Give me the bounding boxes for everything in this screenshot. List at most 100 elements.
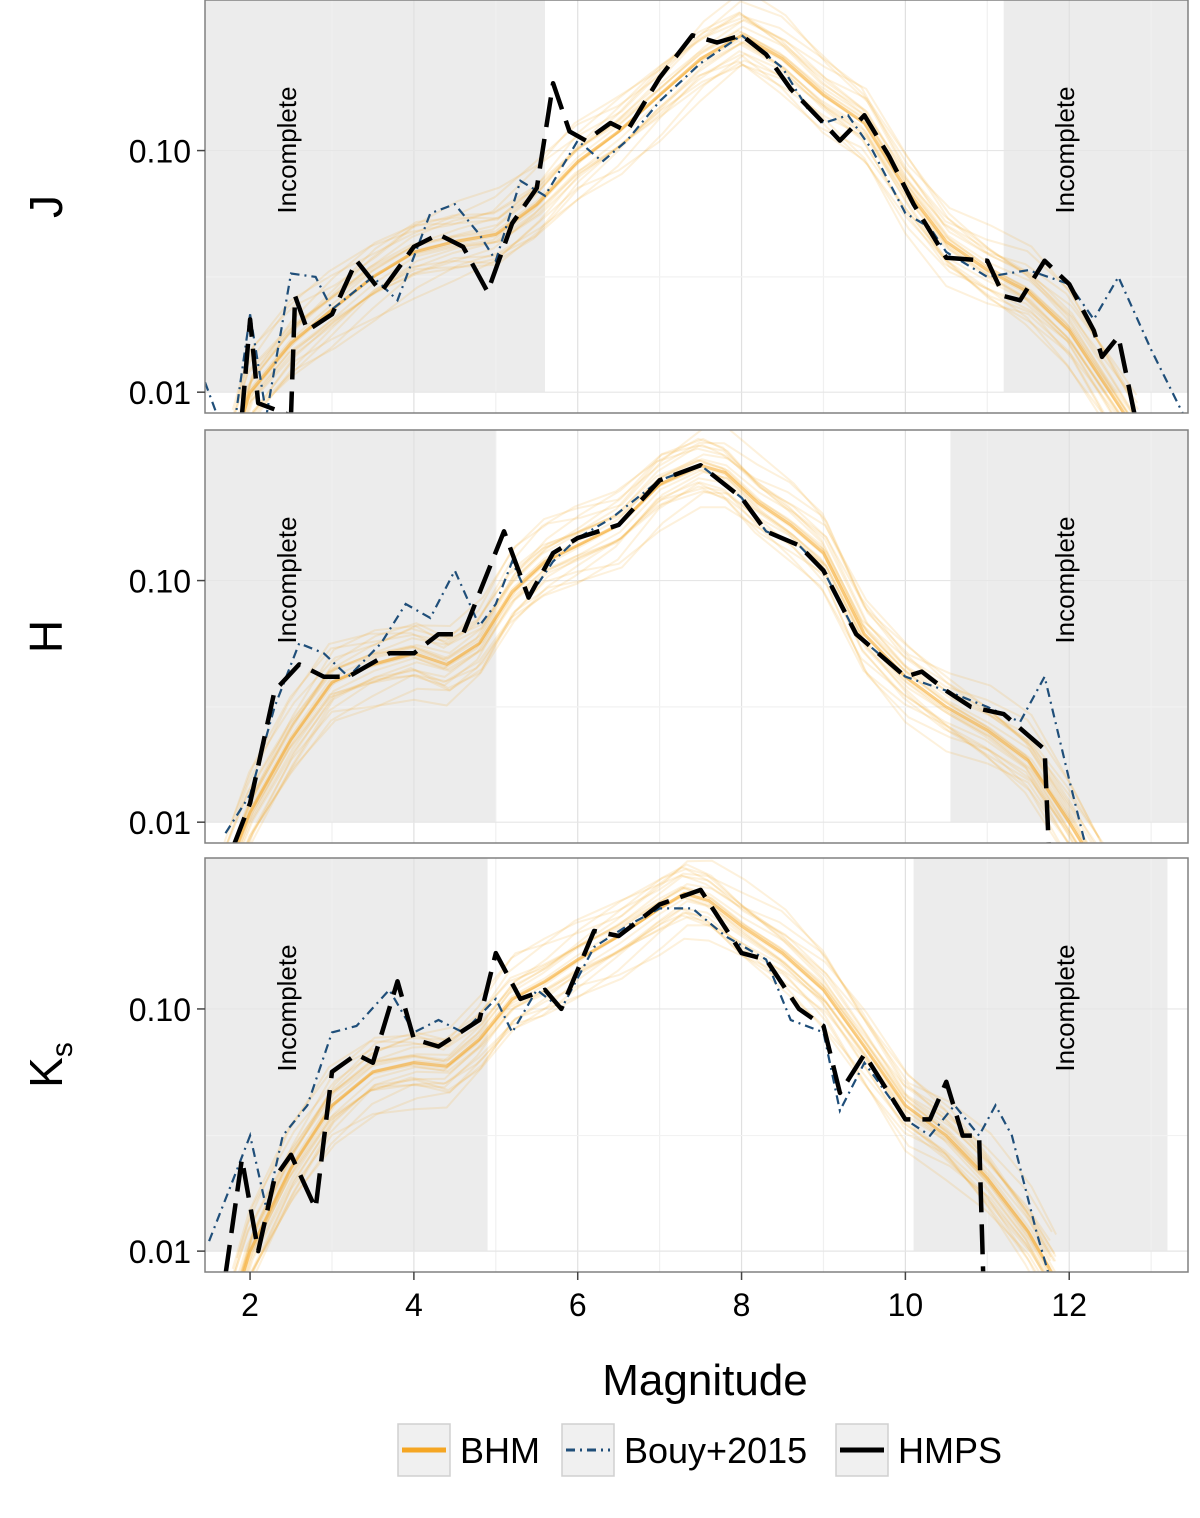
bhm-sample-line — [240, 863, 1057, 1272]
bhm-sample-line — [233, 453, 1095, 843]
bhm-sample-line — [251, 924, 1044, 1272]
gridlines — [205, 0, 1188, 413]
bhm-sample-line — [251, 53, 1100, 413]
bhm-sample-line — [231, 872, 1053, 1270]
incomplete-region — [205, 0, 545, 393]
bhm-sample-line — [250, 937, 1041, 1272]
panel-border — [204, 429, 1189, 844]
panel-ks: Incomplete Incomplete 0.01 0.10 Ks — [20, 857, 1189, 1273]
legend-item-bouy-2015: Bouy+2015 — [561, 1423, 807, 1477]
bhm-sample-line — [250, 487, 1070, 843]
hmps-line — [239, 33, 1137, 413]
x-axis-label: Magnitude — [602, 1356, 807, 1405]
incomplete-region — [205, 858, 488, 1252]
bhm-sample-line — [239, 868, 1056, 1272]
bhm-sample-line — [240, 485, 1075, 843]
bhm-sample-line — [248, 489, 1078, 843]
bhm-sample-line — [252, 916, 1045, 1272]
x-tick-label: 6 — [569, 1287, 587, 1323]
legend-label: HMPS — [898, 1430, 1002, 1471]
incomplete-label: Incomplete — [272, 516, 302, 643]
incomplete-label: Incomplete — [272, 944, 302, 1071]
y-tick-label: 0.01 — [129, 805, 191, 841]
bhm-sample-line — [242, 470, 1079, 843]
x-axis: 2 4 6 8 10 12 — [241, 1272, 1087, 1323]
incomplete-region — [1003, 0, 1188, 393]
legend: BHM Bouy+2015 HMPS — [397, 1423, 1002, 1477]
incomplete-label: Incomplete — [1050, 516, 1080, 643]
bhm-sample-line — [257, 63, 1117, 413]
incomplete-region — [205, 430, 496, 823]
series-lines — [208, 859, 1057, 1272]
bouy-line — [208, 907, 1050, 1272]
panel-j: Incomplete Incomplete 0.01 0.10 J — [20, 0, 1189, 414]
hmps-line — [232, 463, 1051, 843]
legend-label: BHM — [460, 1430, 540, 1471]
x-tick-label: 12 — [1051, 1287, 1087, 1323]
bhm-sample-line — [240, 886, 1055, 1272]
bhm-sample-line — [247, 491, 1070, 843]
band-label: Ks — [20, 1042, 79, 1088]
gridlines — [205, 858, 1188, 1272]
x-tick-label: 10 — [888, 1287, 924, 1323]
bhm-sample-line — [245, 481, 1061, 843]
incomplete-label: Incomplete — [1050, 86, 1080, 213]
bhm-sample-line — [243, 42, 1113, 413]
bhm-sample-line — [243, 907, 1046, 1272]
bhm-sample-line — [251, 52, 1104, 413]
hmps-line — [223, 887, 986, 1272]
incomplete-label: Incomplete — [272, 86, 302, 213]
bhm-line — [242, 891, 1054, 1272]
bhm-sample-line — [238, 477, 1074, 843]
bhm-sample-line — [223, 441, 1102, 843]
bhm-sample-line — [234, 875, 1052, 1272]
series-lines — [205, 0, 1184, 413]
bhm-sample-line — [250, 63, 1106, 413]
bhm-sample-line — [252, 59, 1120, 413]
x-tick-label: 4 — [405, 1287, 423, 1323]
bouy-line — [205, 33, 1184, 413]
bhm-sample-line — [241, 886, 1054, 1272]
bhm-sample-line — [241, 468, 1079, 843]
bhm-sample-line — [235, 859, 1057, 1259]
bhm-sample-line — [250, 911, 1036, 1272]
bhm-sample-line — [244, 50, 1114, 413]
y-tick-label: 0.01 — [129, 375, 191, 411]
series-lines — [223, 430, 1105, 843]
bhm-sample-line — [232, 437, 1098, 843]
x-tick-label: 8 — [733, 1287, 751, 1323]
panel-border — [204, 857, 1189, 1273]
bhm-sample-line — [246, 481, 1059, 843]
bhm-sample-line — [246, 506, 1071, 843]
panel-border — [204, 0, 1189, 414]
x-tick-label: 2 — [241, 1287, 259, 1323]
bhm-samples — [231, 859, 1057, 1272]
bhm-sample-line — [251, 907, 1031, 1272]
bhm-sample-line — [240, 883, 1057, 1272]
y-tick-label: 0.01 — [129, 1234, 191, 1270]
bhm-sample-line — [232, 874, 1051, 1272]
y-tick-label: 0.10 — [129, 134, 191, 170]
y-tick-label: 0.10 — [129, 992, 191, 1028]
bhm-sample-line — [234, 458, 1093, 843]
legend-item-bhm: BHM — [397, 1423, 540, 1477]
bhm-sample-line — [231, 0, 1135, 411]
bhm-sample-line — [244, 914, 1045, 1272]
y-tick-label: 0.10 — [129, 564, 191, 600]
bhm-sample-line — [232, 443, 1105, 843]
incomplete-label: Incomplete — [1050, 944, 1080, 1071]
bhm-sample-line — [247, 900, 1050, 1272]
legend-item-hmps: HMPS — [835, 1423, 1002, 1477]
bhm-sample-line — [227, 430, 1103, 843]
bhm-sample-line — [226, 437, 1089, 843]
bhm-sample-line — [246, 896, 1049, 1272]
incomplete-region — [913, 858, 1168, 1252]
band-label: J — [20, 195, 72, 218]
panel-h: Incomplete Incomplete 0.01 0.10 H — [20, 429, 1189, 844]
band-label: H — [20, 620, 72, 653]
bhm-sample-line — [254, 60, 1104, 413]
legend-label: Bouy+2015 — [624, 1430, 807, 1471]
bhm-sample-line — [238, 886, 1051, 1272]
